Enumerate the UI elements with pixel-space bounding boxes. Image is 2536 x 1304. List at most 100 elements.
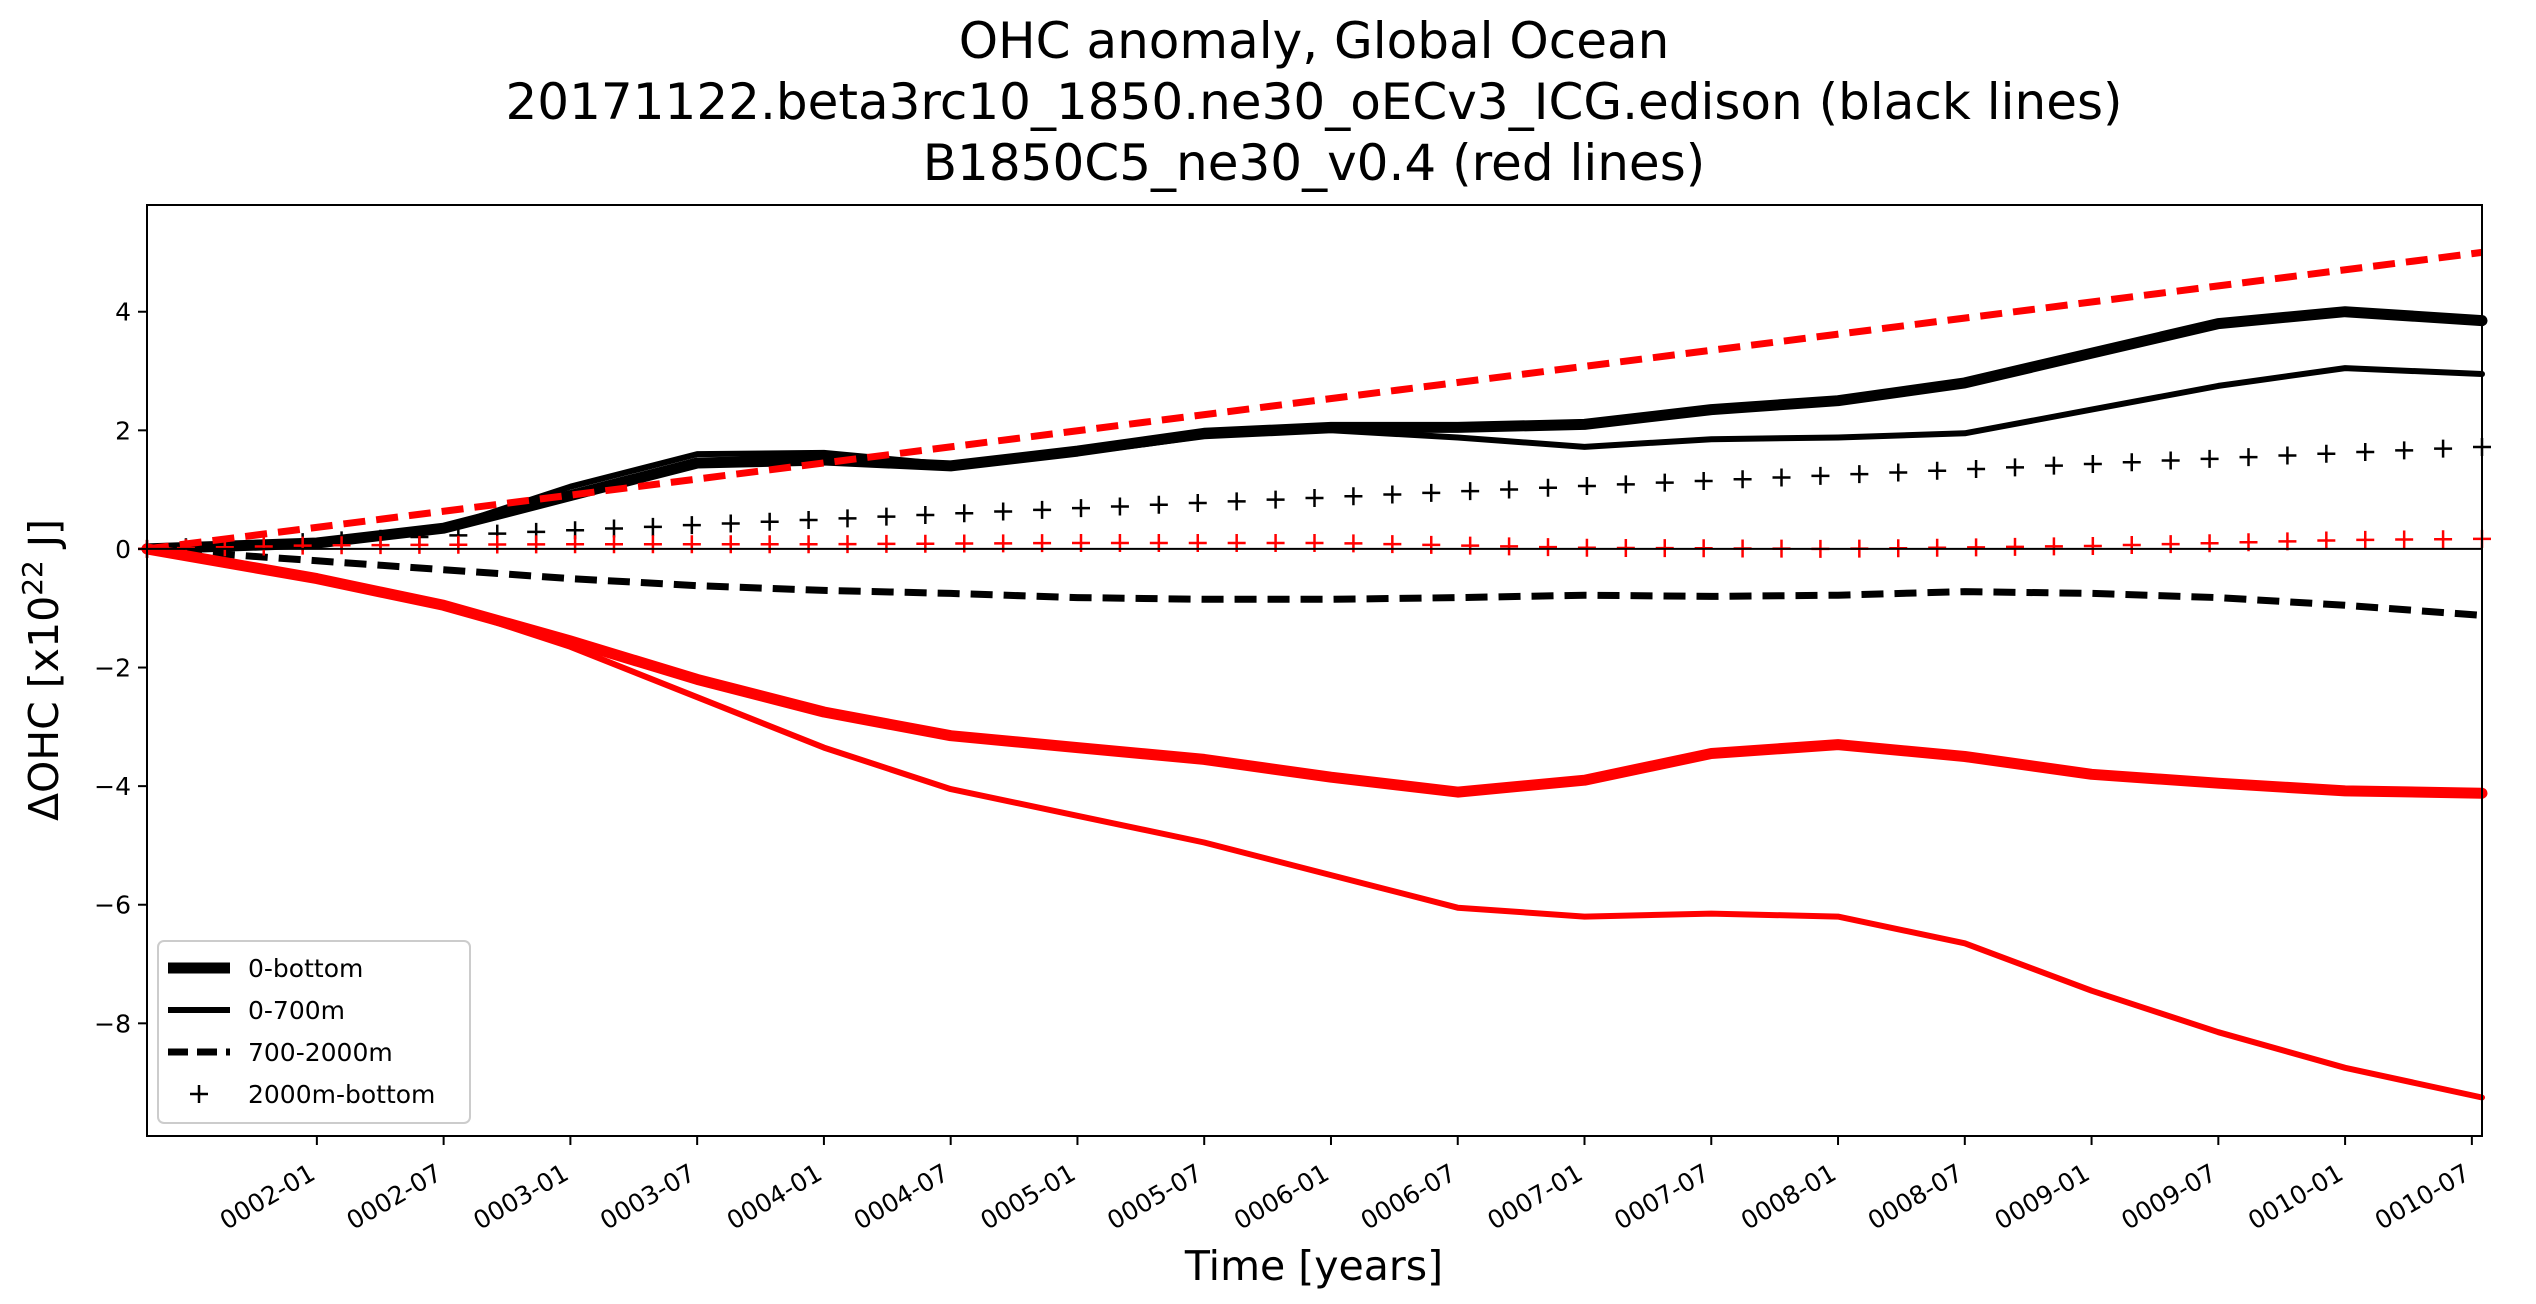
series-red-plus-marker [682, 535, 701, 554]
series-red-plus-marker [332, 536, 351, 555]
series-black-plus-marker [1616, 475, 1635, 494]
series-black-plus-marker [2278, 446, 2297, 465]
x-tick-label: 0006-01 [1229, 1158, 1334, 1235]
series-red-plus-marker [293, 536, 312, 555]
x-tick-label: 0010-07 [2370, 1158, 2475, 1235]
y-ticks: 4 2 0 −2 −4 −6 −8 [94, 298, 147, 1038]
series-black-plus-marker [682, 516, 701, 535]
chart-title: OHC anomaly, Global Ocean20171122.beta3r… [505, 12, 2122, 192]
series-black-plus-marker [1033, 500, 1052, 519]
series-red-plus-marker [2044, 537, 2063, 556]
series-red-plus-marker [916, 534, 935, 553]
series-red-plus-marker [1928, 538, 1947, 557]
title-line-2: 20171122.beta3rc10_1850.ne30_oECv3_ICG.e… [505, 73, 2122, 131]
series-black-plus-marker [721, 514, 740, 533]
y-tick-label: 2 [115, 416, 131, 445]
series-black-plus-marker [2317, 444, 2336, 463]
series-black-plus-marker [2356, 443, 2375, 462]
series-black-dashed [146, 545, 2483, 619]
legend-label: 2000m-bottom [248, 1080, 435, 1109]
series-black-plus-marker [1577, 477, 1596, 496]
series-black-plus-marker [2239, 448, 2258, 467]
series-red-plus-marker [799, 535, 818, 554]
series-red-dashed [146, 248, 2483, 553]
y-tick-label: −8 [94, 1009, 131, 1038]
series-black-plus-marker [2044, 456, 2063, 475]
x-tick-label: 0003-01 [468, 1158, 573, 1235]
legend-swatch-plus [190, 1085, 208, 1103]
title-line-1: OHC anomaly, Global Ocean [959, 12, 1670, 70]
series-black-plus-marker [1266, 490, 1285, 509]
series-black-plus-marker [2200, 449, 2219, 468]
series-red-plus-marker [643, 535, 662, 554]
series-red-plus-marker [2083, 536, 2102, 555]
x-tick-label: 0005-01 [975, 1158, 1080, 1235]
series-red-plus-marker [215, 538, 234, 557]
series-red-plus-marker [2395, 530, 2414, 549]
series-black-plus-marker [1072, 499, 1090, 518]
series-black-plus-marker [2161, 451, 2180, 470]
series-black-plus-marker [1344, 487, 1363, 506]
series-red-plus-marker [1422, 535, 1441, 554]
series-red-plus-marker [760, 535, 779, 554]
x-tick-label: 0005-07 [1102, 1158, 1207, 1235]
series-black-plus-marker [1188, 494, 1207, 513]
series-red-plus-marker [410, 535, 429, 554]
series-black-plus-marker [2395, 441, 2414, 460]
series-red-plus-marker [488, 535, 507, 554]
series-black-plus-marker [2006, 458, 2024, 477]
x-tick-label: 0007-07 [1609, 1158, 1714, 1235]
series-black-plus-marker [1928, 461, 1947, 480]
x-axis-label: Time [years] [1184, 1242, 1443, 1290]
y-tick-label: 4 [115, 298, 131, 327]
series-red-plus-marker [838, 535, 857, 554]
series-red-plus-marker [2122, 536, 2141, 555]
series-black-plus-marker [1811, 466, 1830, 485]
series-red-plus-marker [2006, 537, 2024, 556]
x-tick-label: 0004-01 [722, 1158, 827, 1235]
x-ticks: 0002-01 0002-07 0003-01 0003-07 0004-01 0004-… [215, 1136, 2475, 1235]
series-red-thick [141, 543, 2488, 799]
x-tick-label: 0004-07 [849, 1158, 954, 1235]
y-tick-label: 0 [115, 535, 131, 564]
x-tick-label: 0008-01 [1736, 1158, 1841, 1235]
series-red-plus-marker [1461, 536, 1480, 555]
series-black-plus-marker [1655, 473, 1674, 492]
series-red-plus-marker [2317, 531, 2336, 550]
x-tick-label: 0009-01 [1990, 1158, 2095, 1235]
x-tick-label: 0010-01 [2243, 1158, 2348, 1235]
x-tick-label: 0002-07 [342, 1158, 447, 1235]
series-red-plus-marker [605, 535, 623, 554]
series-black-plus-marker [605, 519, 623, 538]
title-line-3: B1850C5_ne30_v0.4 (red lines) [923, 134, 1706, 192]
y-axis-label-main: ΔOHC [x10 [20, 596, 68, 821]
series-red-plus-marker [449, 535, 468, 554]
series-black-plus-marker [955, 504, 974, 523]
series-black-plus-marker [1383, 485, 1402, 504]
series-black-plus-marker [1694, 471, 1713, 490]
x-tick-label: 0003-07 [595, 1158, 700, 1235]
series-black-plus-marker [1733, 470, 1752, 489]
series-black-plus-marker [1772, 468, 1791, 487]
x-tick-label: 0008-07 [1863, 1158, 1968, 1235]
series-red-plus-marker [254, 537, 273, 556]
x-tick-label: 0006-07 [1356, 1158, 1461, 1235]
series-red-plus-marker [1383, 535, 1402, 554]
legend-label: 0-bottom [248, 954, 363, 983]
x-tick-label: 0007-01 [1483, 1158, 1588, 1235]
series-group [138, 248, 2491, 1101]
series-red-plus-marker [527, 535, 546, 554]
series-black-plus-marker [1149, 495, 1168, 514]
series-red-plus-marker [566, 535, 585, 554]
series-black-plus-marker [760, 512, 779, 531]
series-black-plus-marker [1539, 478, 1557, 497]
y-axis-label-end: J] [20, 519, 68, 560]
series-black-plus-marker [2434, 439, 2453, 458]
legend-label: 700-2000m [248, 1038, 393, 1067]
series-black-solid [144, 365, 2485, 552]
series-black-plus-marker [877, 507, 896, 526]
series-black-plus-marker [994, 502, 1013, 521]
y-tick-label: −6 [94, 891, 131, 920]
legend-label: 0-700m [248, 996, 345, 1025]
legend: 0-bottom 0-700m 700-2000m 2000m-bottom [157, 940, 471, 1124]
